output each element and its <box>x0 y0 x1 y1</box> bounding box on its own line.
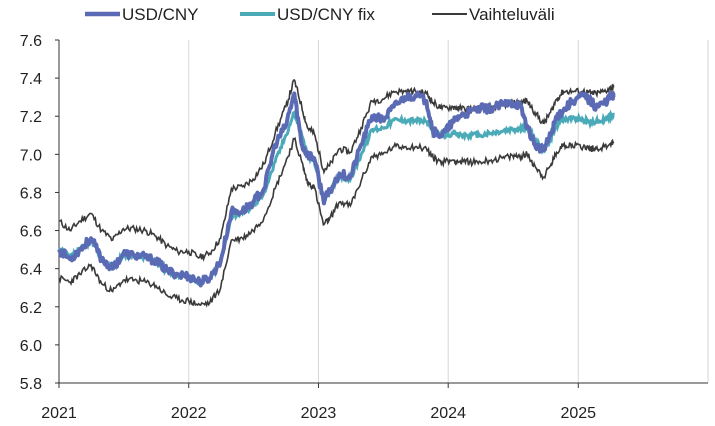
y-tick-label: 5.8 <box>20 376 42 393</box>
legend-item-band: Vaihteluväli <box>432 5 555 24</box>
x-tick-label: 2022 <box>171 405 207 422</box>
legend-label-usdcny: USD/CNY <box>122 5 199 24</box>
y-tick-label: 7.6 <box>20 33 42 50</box>
y-tick-label: 6.6 <box>20 224 42 241</box>
y-tick-label: 7.4 <box>20 71 42 88</box>
y-tick-label: 7.0 <box>20 147 42 164</box>
series-band-lower <box>58 136 615 308</box>
series-layer <box>57 78 616 308</box>
axes <box>58 40 708 384</box>
legend-label-band: Vaihteluväli <box>469 5 555 24</box>
y-tick-label: 6.4 <box>20 262 42 279</box>
y-tick-label: 7.2 <box>20 109 42 126</box>
x-tick-label: 2024 <box>430 405 466 422</box>
legend-item-usdcny: USD/CNY <box>85 5 199 24</box>
x-tick-label: 2025 <box>560 405 596 422</box>
legend: USD/CNY USD/CNY fix Vaihteluväli <box>85 5 555 24</box>
y-tick-label: 6.0 <box>20 338 42 355</box>
y-axis-ticks: 7.6 7.4 7.2 7.0 6.8 6.6 6.4 6.2 6.0 5.8 <box>20 33 59 393</box>
y-tick-label: 6.8 <box>20 185 42 202</box>
x-tick-label: 2021 <box>41 405 77 422</box>
x-tick-label: 2023 <box>301 405 337 422</box>
x-axis-ticks: 2021 2022 2023 2024 2025 <box>41 383 596 422</box>
series-band-upper <box>59 78 615 262</box>
legend-label-fix: USD/CNY fix <box>277 5 375 24</box>
y-tick-label: 6.2 <box>20 300 42 317</box>
series-usdcny-line <box>57 90 616 288</box>
legend-item-fix: USD/CNY fix <box>240 5 375 24</box>
